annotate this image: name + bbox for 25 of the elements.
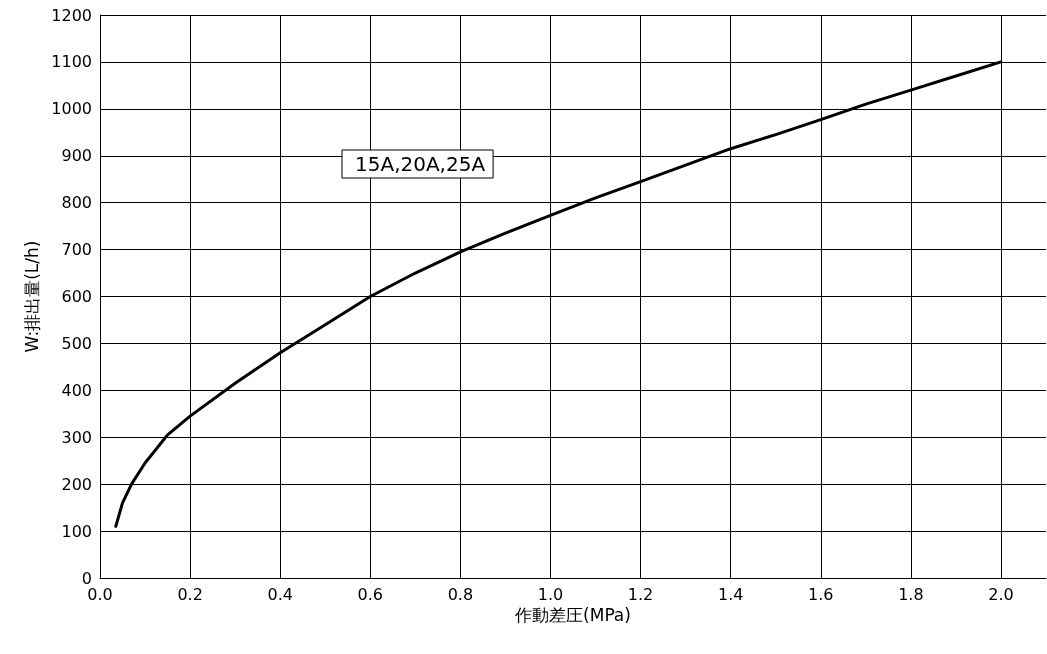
y-tick-label: 900 <box>61 146 92 166</box>
x-tick-label: 1.2 <box>627 584 654 604</box>
x-tick-label: 1.6 <box>808 584 834 604</box>
x-tick-label: 0.6 <box>357 584 384 604</box>
x-tick-label: 1.4 <box>717 584 744 604</box>
y-tick-label: 700 <box>61 240 92 260</box>
y-tick-label: 1000 <box>51 99 92 119</box>
y-tick-label: 600 <box>61 287 92 306</box>
x-tick-label: 0.4 <box>267 584 293 604</box>
x-tick-label: 0.8 <box>447 584 474 604</box>
y-tick-label: 1200 <box>51 5 92 25</box>
y-tick-label: 400 <box>61 380 92 400</box>
y-tick-label: 100 <box>61 521 92 541</box>
x-tick-label: 1.0 <box>537 584 564 604</box>
y-tick-label: 500 <box>61 333 92 353</box>
x-tick-label: 1.8 <box>898 584 924 604</box>
x-axis-title: 作動差圧(MPa) <box>514 605 631 626</box>
x-tick-label: 0.2 <box>177 584 203 604</box>
y-tick-label: 800 <box>61 193 92 213</box>
y-axis-title: W:排出量(L/h) <box>21 240 42 353</box>
y-tick-label: 200 <box>61 474 92 494</box>
y-tick-label: 300 <box>61 427 92 447</box>
x-tick-label: 2.0 <box>988 584 1014 604</box>
y-tick-label: 1100 <box>51 52 92 72</box>
text: 15A,20A,25A <box>355 152 486 176</box>
